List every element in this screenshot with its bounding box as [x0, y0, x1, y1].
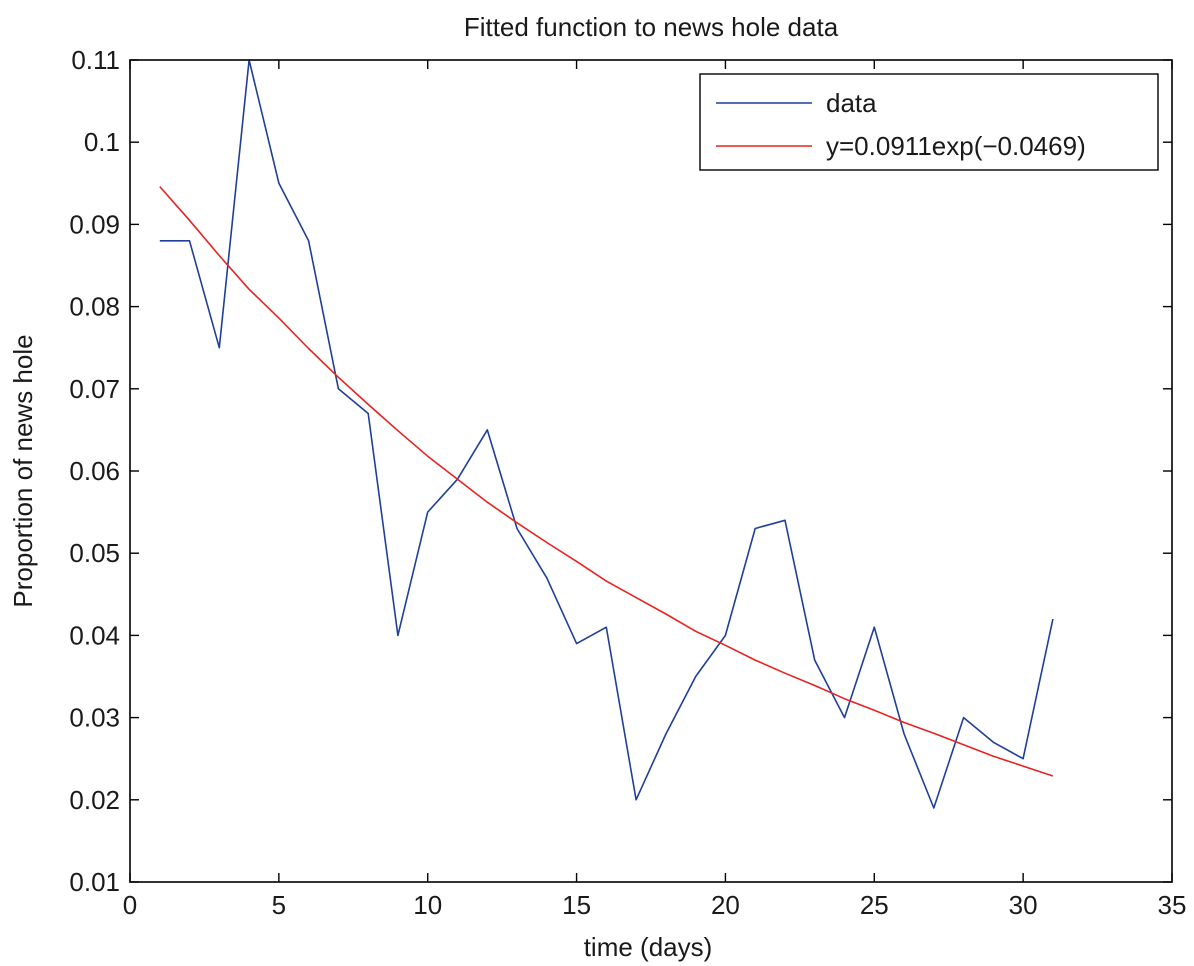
y-tick-label: 0.05 — [69, 538, 120, 568]
y-tick-label: 0.03 — [69, 703, 120, 733]
y-tick-label: 0.02 — [69, 785, 120, 815]
x-tick-label: 35 — [1158, 890, 1187, 920]
y-tick-label: 0.1 — [84, 127, 120, 157]
y-tick-label: 0.09 — [69, 209, 120, 239]
x-tick-label: 10 — [413, 890, 442, 920]
y-tick-label: 0.07 — [69, 374, 120, 404]
plot-area — [130, 60, 1172, 882]
x-tick-label: 15 — [562, 890, 591, 920]
x-tick-label: 30 — [1009, 890, 1038, 920]
y-tick-label: 0.11 — [71, 45, 120, 75]
x-tick-label: 25 — [860, 890, 889, 920]
legend-box — [699, 73, 1159, 171]
chart-title: Fitted function to news hole data — [464, 12, 839, 42]
series-line-fit — [159, 186, 1054, 777]
x-tick-label: 0 — [123, 890, 137, 920]
y-tick-label: 0.06 — [69, 456, 120, 486]
legend-label-fit: y=0.0911exp(−0.0469) — [826, 131, 1086, 161]
y-axis-title: Proportion of news hole — [8, 334, 38, 607]
x-tick-label: 5 — [272, 890, 286, 920]
y-tick-label: 0.08 — [69, 292, 120, 322]
ticks-layer — [129, 59, 1173, 883]
labels-layer: 0 5 10 15 20 25 30 35 0.01 0.02 0.03 0.04 0.05 0.06 0.… — [69, 45, 1186, 920]
legend: data y=0.0911exp(−0.0469) — [699, 73, 1159, 171]
x-tick-label: 20 — [711, 890, 740, 920]
x-axis-title: time (days) — [584, 932, 713, 962]
y-tick-label: 0.04 — [69, 620, 120, 650]
series-line-data — [159, 59, 1054, 809]
plot-frame — [129, 59, 1173, 883]
legend-label-data: data — [826, 88, 877, 118]
y-tick-label: 0.01 — [69, 867, 120, 897]
series-layer — [159, 59, 1054, 809]
